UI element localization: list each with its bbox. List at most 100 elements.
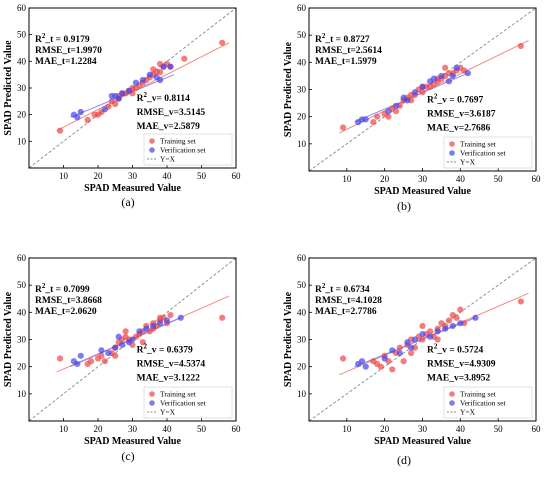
training-point bbox=[101, 358, 108, 365]
training-point bbox=[84, 116, 91, 124]
legend-verification-label: Verification set bbox=[160, 399, 207, 408]
training-point bbox=[339, 355, 347, 362]
verification-point bbox=[411, 89, 419, 96]
training-fit-line bbox=[56, 42, 230, 132]
training-point bbox=[370, 119, 377, 126]
training-stat: RMSE_t=3.8668 bbox=[35, 296, 102, 306]
verification-point bbox=[74, 360, 81, 368]
training-point bbox=[181, 55, 188, 62]
legend-verification-label: Verification set bbox=[160, 146, 207, 155]
legend-training-marker bbox=[449, 391, 455, 397]
verification-point bbox=[453, 64, 460, 71]
legend-box bbox=[143, 133, 233, 166]
verification-point bbox=[430, 75, 437, 82]
training-point bbox=[453, 314, 460, 321]
legend-training-label: Training set bbox=[160, 390, 197, 399]
training-point bbox=[157, 68, 164, 76]
y-tick-label: 40 bbox=[17, 56, 27, 66]
training-point bbox=[108, 98, 115, 105]
y-axis-title: SPAD Predicted Value bbox=[3, 291, 14, 387]
x-tick-label: 50 bbox=[197, 424, 207, 434]
training-point bbox=[389, 366, 396, 373]
training-stat: MAE_t=1.2284 bbox=[35, 57, 97, 67]
x-tick-label: 60 bbox=[232, 424, 242, 434]
x-tick-label: 20 bbox=[94, 424, 104, 434]
y-tick-label: 30 bbox=[297, 85, 307, 95]
verification-point bbox=[74, 114, 81, 121]
training-stat: MAE_t=1.5979 bbox=[315, 57, 377, 67]
y-tick-label: 10 bbox=[17, 136, 27, 146]
training-point bbox=[88, 358, 95, 365]
training-point bbox=[122, 328, 129, 335]
x-tick-label: 40 bbox=[163, 424, 173, 434]
y-tick-label: 60 bbox=[297, 3, 307, 13]
legend-verification-label: Verification set bbox=[460, 399, 507, 408]
training-point bbox=[400, 358, 407, 365]
y-tick-label: 20 bbox=[17, 362, 27, 372]
legend-box bbox=[443, 386, 533, 419]
y-tick-label: 60 bbox=[297, 253, 307, 263]
legend-identity-label: Y=X bbox=[160, 155, 176, 164]
x-tick-label: 40 bbox=[456, 424, 466, 434]
verification-point bbox=[150, 322, 157, 330]
x-tick-label: 30 bbox=[128, 424, 138, 434]
x-axis-title: SPAD Measured Value bbox=[374, 436, 471, 447]
verification-point bbox=[411, 336, 419, 343]
panel-a: 10 20 30 40 50 60 10 20 30 40 50 60 SPAD Measured Va… bbox=[3, 3, 241, 209]
training-stat: RMSE_t=1.9970 bbox=[35, 46, 102, 56]
y-axis-title: SPAD Predicted Value bbox=[3, 40, 14, 136]
legend-training-marker bbox=[149, 391, 155, 397]
verification-point bbox=[143, 325, 150, 332]
training-point bbox=[434, 336, 441, 343]
x-tick-label: 10 bbox=[342, 424, 352, 434]
x-tick-label: 50 bbox=[494, 424, 504, 434]
verification-point bbox=[167, 63, 174, 70]
verification-point bbox=[77, 352, 84, 359]
verification-point bbox=[146, 71, 153, 78]
x-tick-label: 50 bbox=[494, 174, 504, 184]
y-tick-label: 50 bbox=[17, 30, 27, 40]
identity-line bbox=[309, 8, 536, 171]
x-tick-label: 60 bbox=[532, 424, 542, 434]
y-tick-label: 50 bbox=[297, 280, 307, 290]
training-stat: RMSE_t=2.5614 bbox=[315, 46, 382, 56]
x-tick-label: 40 bbox=[163, 171, 173, 181]
training-point bbox=[339, 124, 347, 131]
x-tick-label: 20 bbox=[94, 171, 104, 181]
verification-point bbox=[157, 320, 164, 327]
y-tick-label: 60 bbox=[17, 3, 27, 13]
verification-stat: R2_v = 0.7697 bbox=[427, 93, 483, 106]
verification-point bbox=[105, 349, 112, 357]
verification-point bbox=[112, 344, 119, 351]
training-stat: R2_t = 0.7099 bbox=[35, 282, 90, 295]
training-point bbox=[408, 349, 415, 357]
verification-point bbox=[139, 76, 146, 84]
verification-point bbox=[389, 347, 396, 354]
y-tick-label: 30 bbox=[17, 83, 27, 93]
y-axis-title: SPAD Predicted Value bbox=[283, 291, 294, 387]
verification-point bbox=[160, 63, 167, 70]
legend-verification-marker bbox=[149, 147, 155, 153]
verification-point bbox=[77, 108, 84, 116]
y-tick-label: 10 bbox=[297, 389, 307, 399]
panel-label: (c) bbox=[121, 449, 134, 463]
training-point bbox=[517, 42, 524, 50]
x-axis-title: SPAD Measured Value bbox=[374, 186, 471, 197]
y-tick-label: 10 bbox=[17, 389, 27, 399]
verification-stat: MAE_v=3.8952 bbox=[427, 374, 490, 384]
training-point bbox=[150, 66, 157, 73]
verification-point bbox=[101, 106, 108, 113]
legend-verification-label: Verification set bbox=[460, 149, 507, 158]
training-point bbox=[419, 322, 426, 330]
training-stat: R2_t = 0.6734 bbox=[315, 282, 370, 295]
x-tick-label: 60 bbox=[532, 174, 542, 184]
training-point bbox=[385, 113, 392, 120]
plot-area bbox=[309, 8, 536, 171]
verification-point bbox=[125, 87, 133, 94]
y-tick-label: 20 bbox=[17, 110, 27, 120]
x-tick-label: 30 bbox=[128, 171, 138, 181]
x-tick-label: 30 bbox=[418, 424, 428, 434]
legend-training-marker bbox=[149, 138, 155, 144]
